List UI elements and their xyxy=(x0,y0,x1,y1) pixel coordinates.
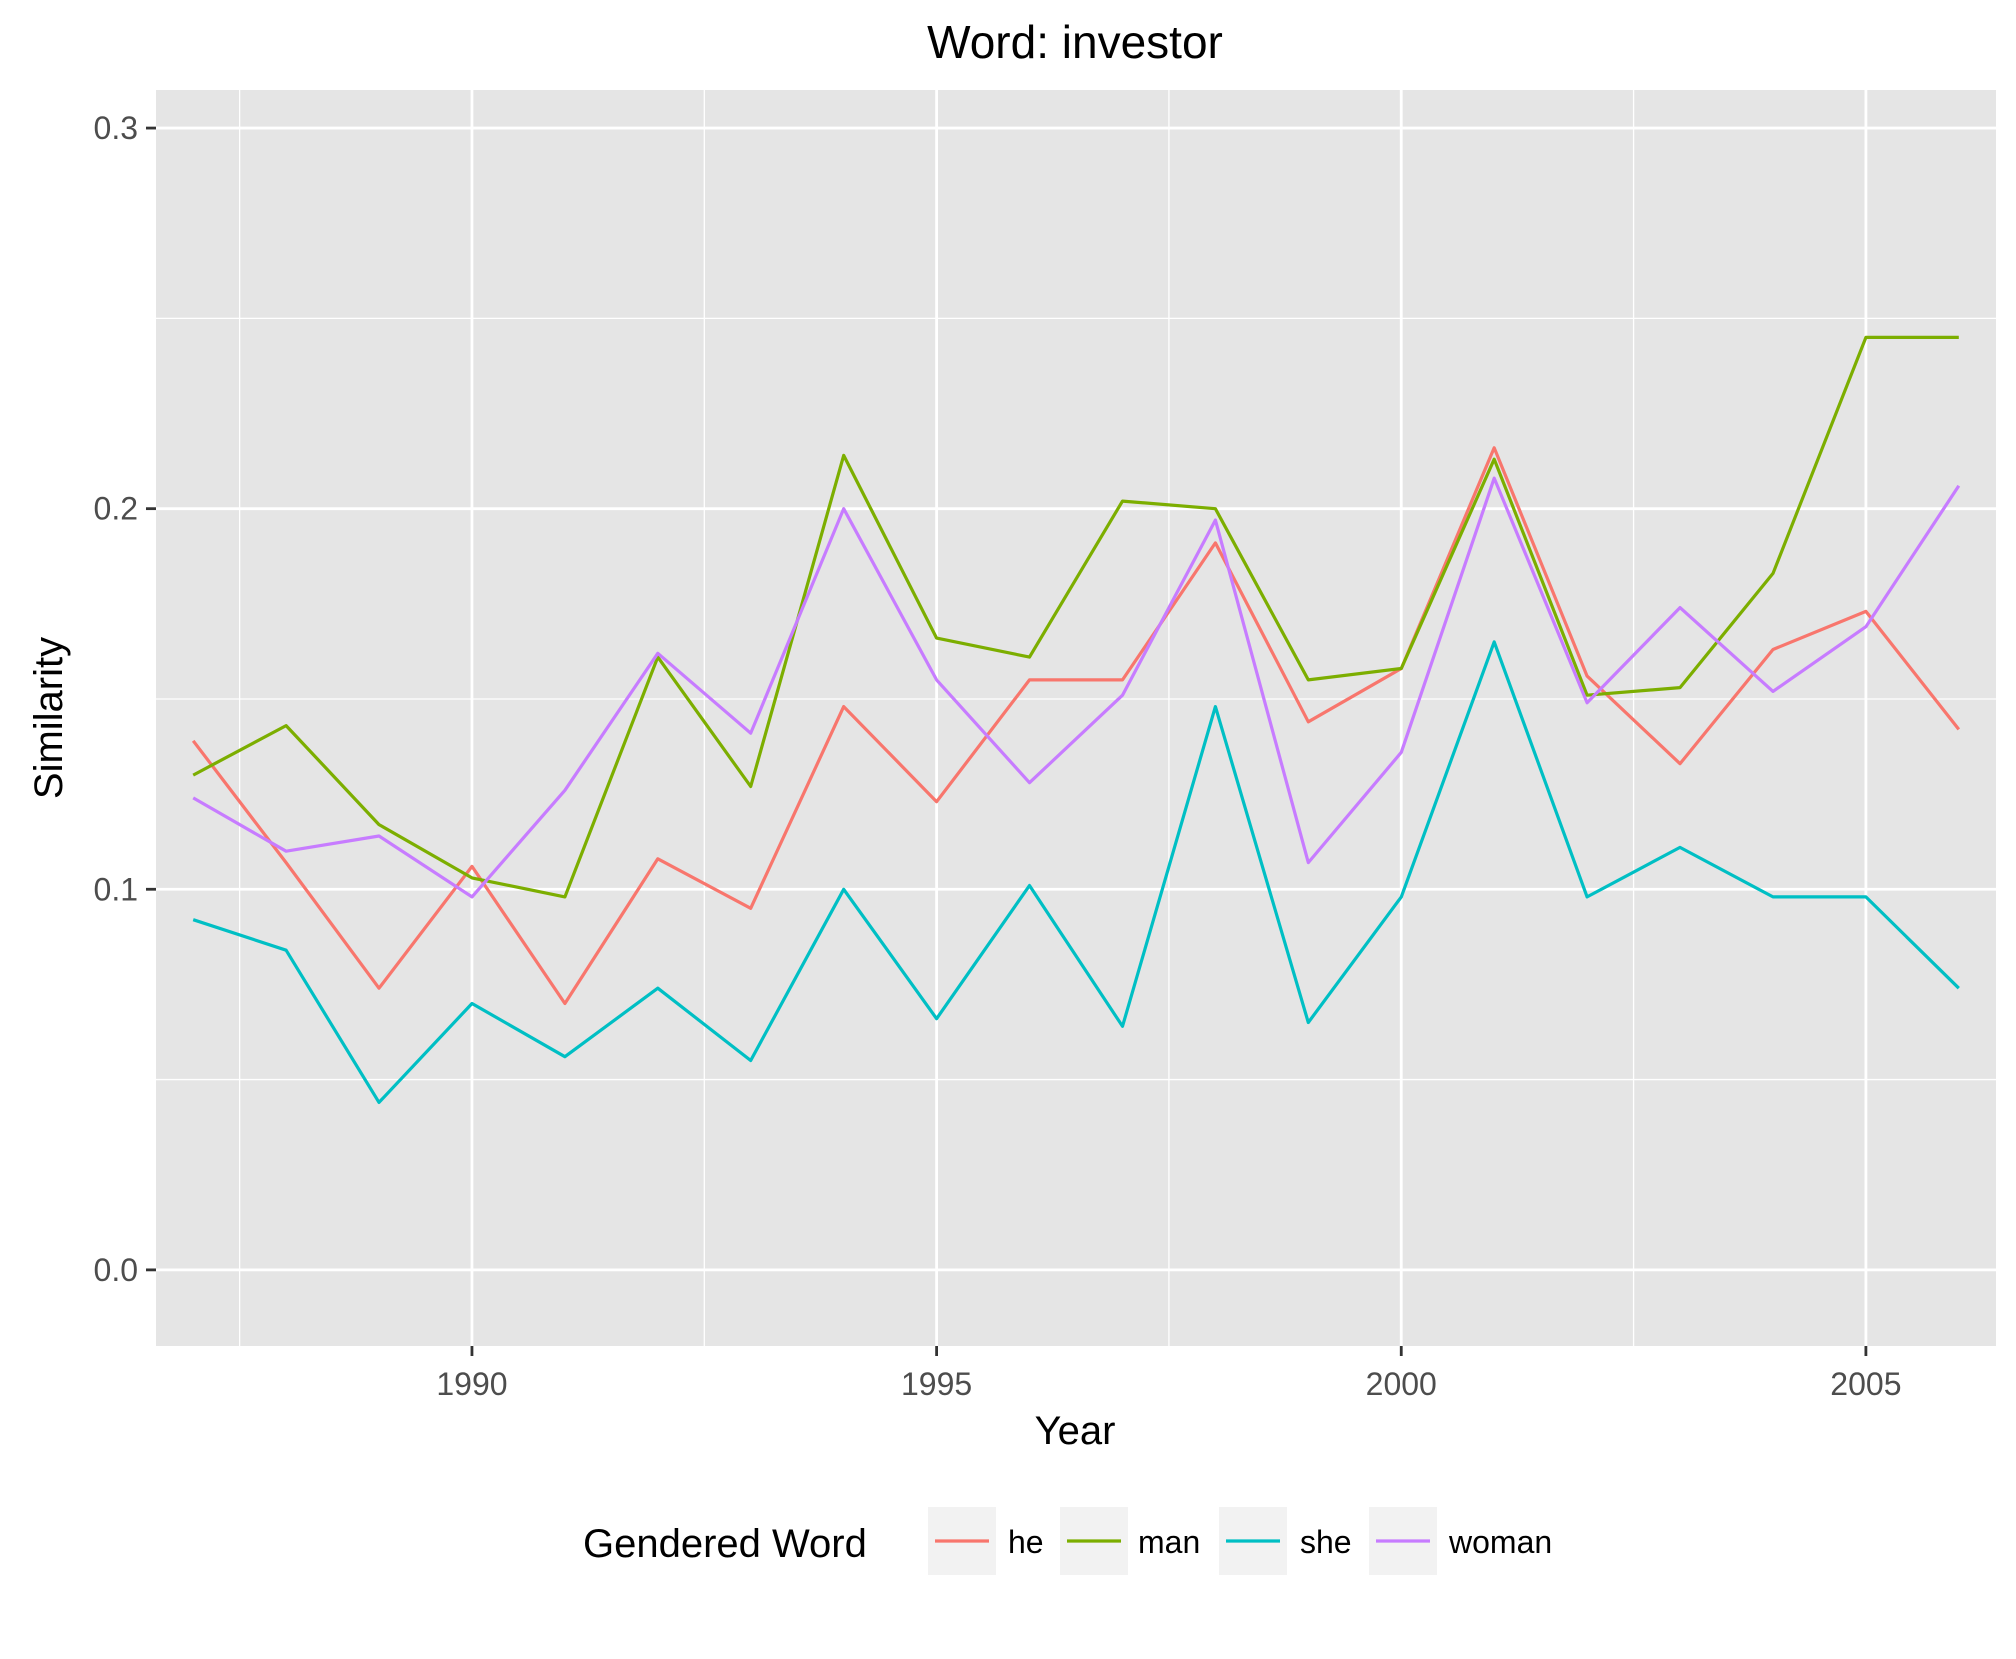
tick-labels: 1990 1995 2000 2005 0.0 0.1 0.2 0.3 xyxy=(94,110,1902,1402)
series-line-he xyxy=(191,446,1961,1006)
legend-item-she: she xyxy=(1219,1507,1352,1575)
plot-panel xyxy=(156,90,1996,1346)
legend-item-he: he xyxy=(928,1507,1044,1575)
y-tick-label: 0.1 xyxy=(94,871,138,907)
series-lines xyxy=(191,335,1961,1105)
x-tick-label: 2005 xyxy=(1830,1366,1901,1402)
chart-title: Word: investor xyxy=(927,16,1223,68)
legend: Gendered Word he man she woman xyxy=(583,1507,1552,1575)
series-line-woman xyxy=(192,476,1961,899)
y-axis-title: Similarity xyxy=(27,637,71,799)
y-tick-label: 0.0 xyxy=(94,1252,138,1288)
series-line-she xyxy=(192,640,1960,1105)
major-gridlines xyxy=(156,90,1996,1346)
legend-item-woman: woman xyxy=(1369,1507,1552,1575)
x-tick-label: 1990 xyxy=(436,1366,507,1402)
legend-label: woman xyxy=(1448,1524,1552,1560)
axis-ticks xyxy=(146,126,1868,1356)
legend-items: he man she woman xyxy=(928,1507,1552,1575)
x-tick-label: 1995 xyxy=(901,1366,972,1402)
legend-label: she xyxy=(1300,1524,1352,1560)
y-tick-label: 0.3 xyxy=(94,110,138,146)
legend-title: Gendered Word xyxy=(583,1522,867,1566)
y-tick-label: 0.2 xyxy=(94,491,138,527)
legend-label: he xyxy=(1008,1524,1044,1560)
legend-label: man xyxy=(1138,1524,1200,1560)
x-tick-label: 2000 xyxy=(1366,1366,1437,1402)
legend-item-man: man xyxy=(1060,1507,1200,1575)
x-axis-title: Year xyxy=(1035,1409,1116,1453)
minor-gridlines xyxy=(156,90,1996,1346)
